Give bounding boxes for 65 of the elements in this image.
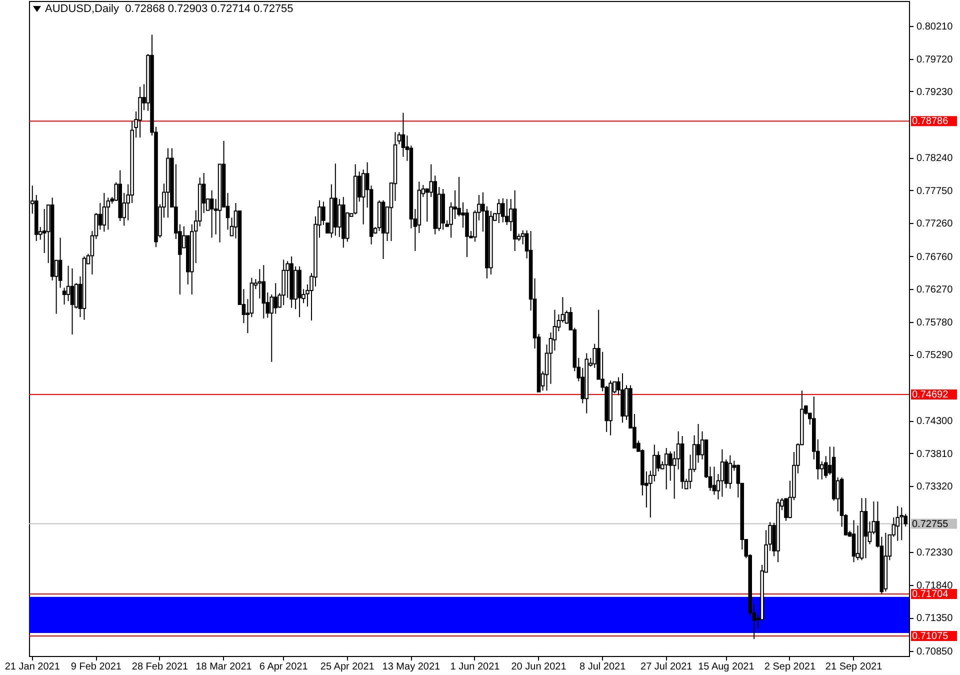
candlestick	[401, 112, 406, 158]
ref-line-label: 0.78786	[912, 116, 949, 128]
candlestick	[42, 208, 46, 254]
candlestick	[504, 198, 509, 226]
candlestick	[712, 466, 716, 496]
candlestick	[138, 86, 142, 138]
candlestick	[62, 287, 66, 305]
y-tick-label: 0.73320	[916, 482, 954, 493]
candlestick	[106, 197, 110, 230]
x-tick-label: 20 Jun 2021	[511, 662, 567, 672]
y-tick-label: 0.73810	[916, 448, 954, 460]
chart-title: AUDUSD,Daily 0.72868 0.72903 0.72714 0.72755	[45, 3, 294, 15]
x-tick-label: 25 Apr 2021	[320, 662, 375, 672]
candlestick	[361, 169, 366, 225]
x-tick-label: 9 Feb 2021	[70, 662, 122, 672]
y-tick-label: 0.80210	[916, 22, 954, 33]
x-tick-label: 8 Jul 2021	[579, 662, 626, 672]
candlestick	[102, 192, 106, 232]
y-tick-label: 0.77750	[916, 186, 954, 197]
candlestick	[66, 265, 70, 302]
candlestick	[70, 268, 74, 336]
candlestick	[852, 520, 856, 563]
x-tick-label: 28 Feb 2021	[132, 662, 188, 672]
x-tick-label: 13 May 2021	[382, 662, 441, 672]
y-tick-label: 0.71350	[916, 613, 954, 624]
candlestick	[724, 458, 728, 489]
candlestick	[338, 198, 342, 238]
y-tick-label: 0.79720	[916, 54, 954, 66]
candlestick	[900, 506, 904, 541]
candlestick	[784, 498, 788, 522]
y-tick-label: 0.76760	[916, 252, 954, 263]
x-tick-label: 18 Mar 2021	[196, 662, 252, 672]
y-tick-label: 0.74300	[916, 416, 954, 428]
candlestick	[664, 448, 668, 490]
candlestick	[720, 448, 724, 498]
x-tick-label: 15 Aug 2021	[698, 662, 755, 672]
x-tick-label: 21 Sep 2021	[825, 662, 883, 672]
y-tick-label: 0.79230	[916, 86, 954, 98]
ref-line-label: 0.71704	[912, 588, 949, 600]
candlestick	[497, 198, 501, 224]
x-tick-label: 27 Jul 2021	[640, 662, 693, 672]
ref-line-label: 0.72755	[912, 518, 949, 530]
y-tick-label: 0.77260	[916, 218, 954, 230]
candlestick	[397, 132, 402, 145]
x-tick-label: 6 Apr 2021	[259, 662, 308, 672]
candlestick	[274, 282, 278, 314]
y-tick-label: 0.70850	[916, 646, 954, 658]
y-tick-label: 0.78240	[916, 153, 954, 164]
y-tick-label: 0.75780	[916, 317, 954, 328]
candlestick	[500, 198, 505, 223]
y-tick-label: 0.76270	[916, 284, 954, 296]
y-tick-label: 0.75290	[916, 350, 954, 362]
candlestick	[210, 190, 214, 238]
ref-line-label: 0.74692	[912, 389, 949, 400]
x-tick-label: 1 Jun 2021	[450, 662, 500, 672]
ref-line-label: 0.71075	[912, 630, 949, 642]
candlestick	[896, 506, 900, 542]
candlestick	[656, 450, 660, 472]
x-tick-label: 2 Sep 2021	[764, 662, 816, 672]
candlestick	[552, 309, 557, 352]
candlestick	[262, 264, 266, 319]
candlestick	[728, 454, 732, 490]
y-tick-label: 0.72330	[916, 548, 954, 559]
x-tick-label: 21 Jan 2021	[4, 662, 60, 672]
y-tick-label: 0.71840	[916, 580, 954, 592]
